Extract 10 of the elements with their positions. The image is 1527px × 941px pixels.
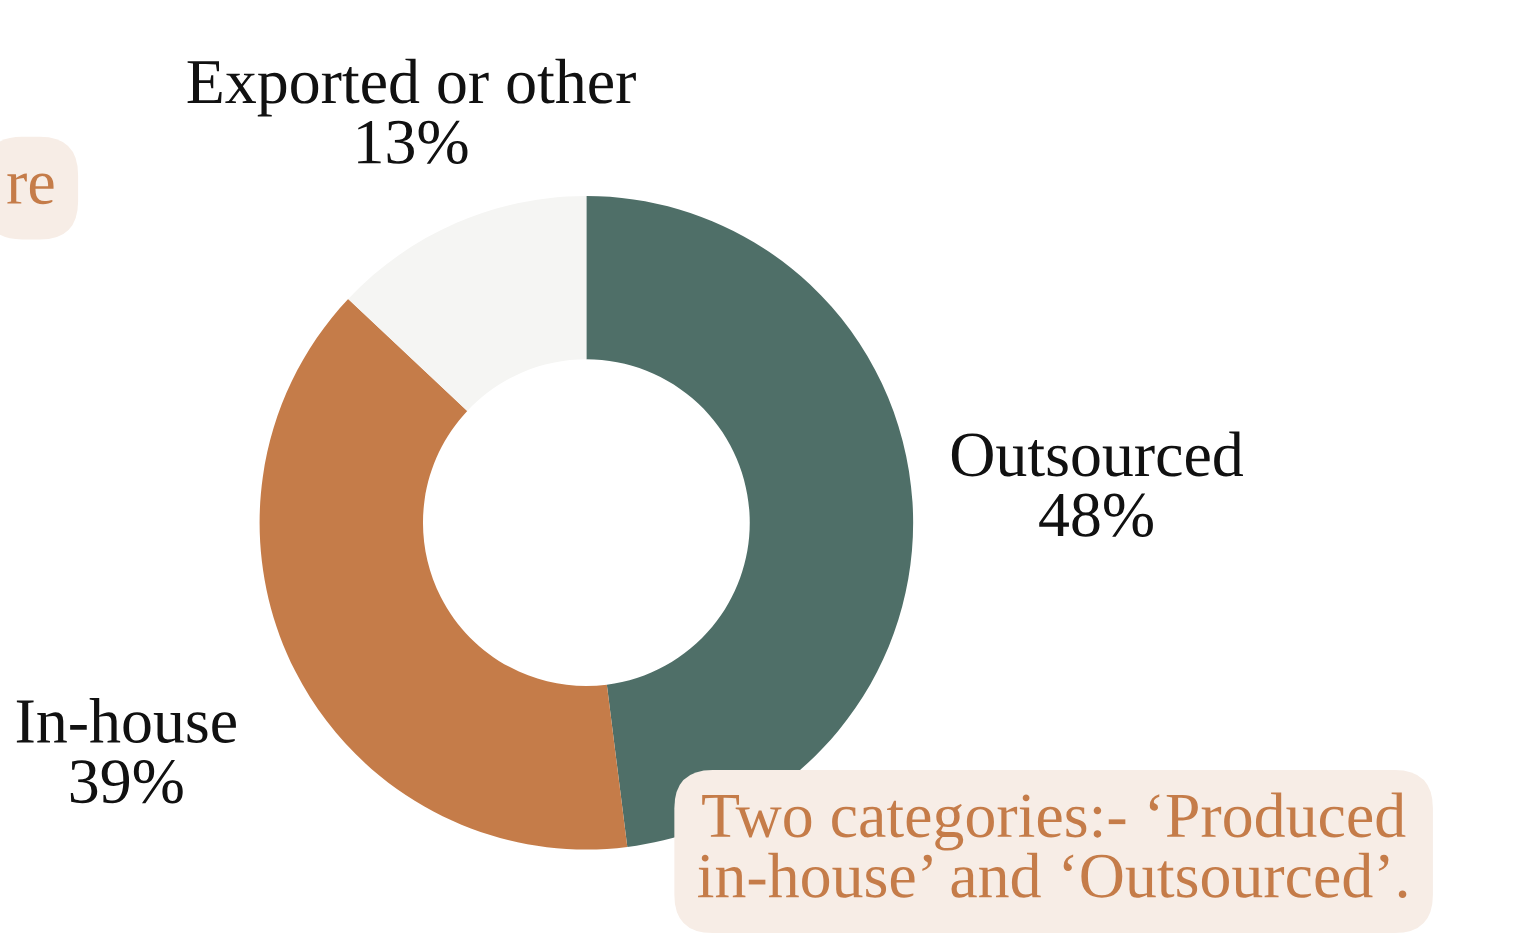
text: re <box>7 173 54 205</box>
data-label: 48% <box>1039 493 1153 537</box>
donut-slice <box>259 299 628 850</box>
slice-label: In-house <box>16 698 236 744</box>
slice-label: Outsourced <box>951 431 1244 477</box>
data-label: 13% <box>358 120 468 164</box>
text: Two categories:- ‘Produced in-house’ and ‘Outsourced’. <box>698 792 1407 899</box>
data-label: 39% <box>70 760 183 804</box>
donut-slice <box>348 195 587 411</box>
slice-label: Exported or other <box>187 58 636 117</box>
